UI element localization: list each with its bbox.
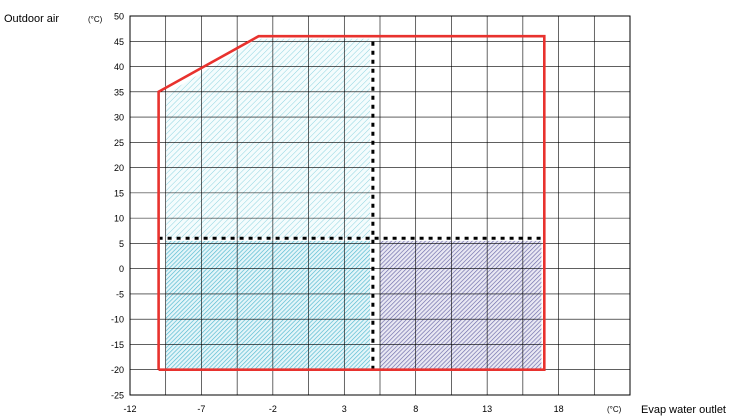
- region-purple-hatch: [380, 240, 542, 369]
- y-tick-label: 45: [114, 37, 124, 47]
- y-axis-unit: (°C): [88, 15, 103, 24]
- x-tick-label: 8: [413, 404, 418, 414]
- y-tick-label: -20: [111, 365, 124, 375]
- y-tick-label: 30: [114, 113, 124, 123]
- envelope-line: [157, 34, 546, 372]
- y-tick-label: -25: [111, 391, 124, 401]
- x-tick-label: 18: [554, 404, 564, 414]
- x-tick-label: -12: [123, 404, 136, 414]
- y-axis-label: Outdoor air: [4, 13, 59, 25]
- y-tick-label: 15: [114, 188, 124, 198]
- operating-envelope: [157, 34, 546, 372]
- x-tick-label: -2: [269, 404, 277, 414]
- y-tick-label: -10: [111, 315, 124, 325]
- region-light-cyan-hatch: [165, 38, 370, 239]
- y-tick-label: 40: [114, 62, 124, 72]
- y-tick-label: -5: [116, 289, 124, 299]
- y-tick-label: 5: [119, 239, 124, 249]
- x-tick-label: -7: [197, 404, 205, 414]
- x-axis-label: Evap water outlet: [641, 404, 726, 416]
- shaded-regions: [165, 38, 542, 369]
- y-tick-label: 25: [114, 138, 124, 148]
- y-tick-label: 50: [114, 12, 124, 22]
- x-axis-unit: (°C): [607, 405, 622, 414]
- x-tick-label: 13: [482, 404, 492, 414]
- x-tick-labels: -12 -7 -2 3 8 13 18: [123, 404, 563, 414]
- y-tick-label: 0: [119, 264, 124, 274]
- y-tick-label: -15: [111, 340, 124, 350]
- plot-frame: [129, 15, 631, 396]
- dotted-boundaries: [158, 36, 545, 370]
- y-tick-label: 10: [114, 214, 124, 224]
- y-tick-label: 20: [114, 163, 124, 173]
- region-cyan-hatch: [165, 240, 370, 369]
- x-tick-label: 3: [342, 404, 347, 414]
- y-tick-label: 35: [114, 87, 124, 97]
